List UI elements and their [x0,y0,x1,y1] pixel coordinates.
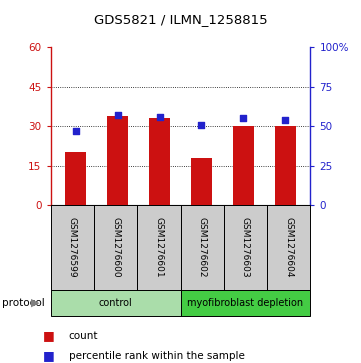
Text: GDS5821 / ILMN_1258815: GDS5821 / ILMN_1258815 [94,13,267,26]
Point [115,112,121,118]
Text: GSM1276601: GSM1276601 [155,217,163,278]
Text: ▶: ▶ [31,298,39,308]
Text: GSM1276603: GSM1276603 [241,217,250,278]
Point [240,115,246,121]
Text: GSM1276604: GSM1276604 [284,217,293,278]
Bar [107,115,128,205]
Text: GSM1276600: GSM1276600 [111,217,120,278]
Text: count: count [69,331,98,341]
Text: ■: ■ [43,329,55,342]
Text: control: control [99,298,132,308]
Point [199,122,204,127]
Text: myofibroblast depletion: myofibroblast depletion [187,298,304,308]
Text: ■: ■ [43,349,55,362]
Bar [233,126,254,205]
Point [282,117,288,123]
Text: percentile rank within the sample: percentile rank within the sample [69,351,244,361]
Text: GSM1276602: GSM1276602 [198,217,206,278]
Point [157,114,162,119]
Text: GSM1276599: GSM1276599 [68,217,77,278]
Bar [191,158,212,205]
Text: protocol: protocol [2,298,44,308]
Bar [275,126,296,205]
Point [73,128,79,134]
Bar [65,152,86,205]
Bar [149,118,170,205]
